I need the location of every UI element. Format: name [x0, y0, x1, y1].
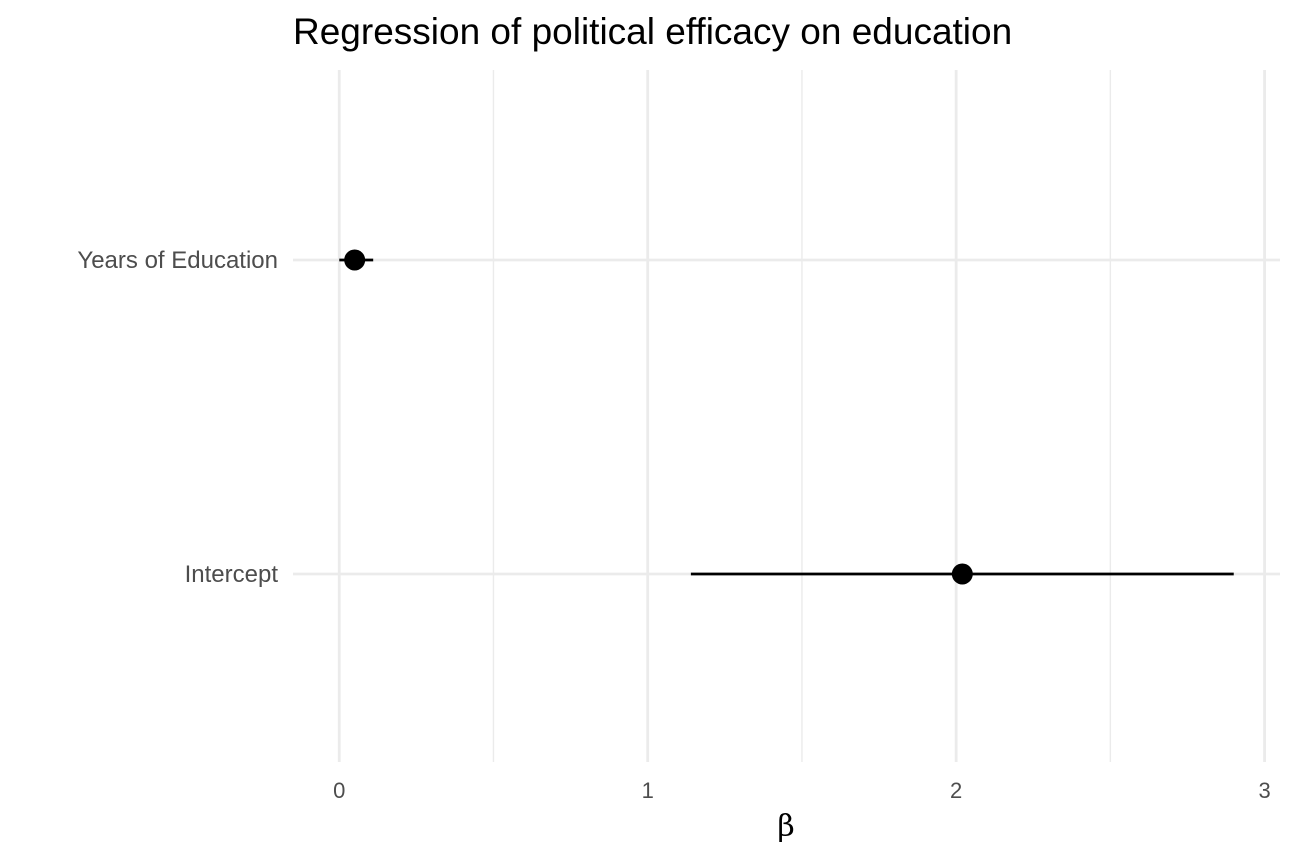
y-tick-label: Years of Education	[77, 247, 278, 274]
coefficient-point	[951, 563, 973, 585]
axis-layer: Years of Education Intercept 0 1 2 3	[77, 247, 1270, 803]
grid-layer	[293, 70, 1280, 762]
x-tick-label: 3	[1258, 778, 1270, 803]
x-tick-label: 2	[950, 778, 962, 803]
y-tick-label: Intercept	[185, 561, 279, 588]
coefficient-point	[344, 249, 366, 271]
chart-title: Regression of political efficacy on educ…	[293, 11, 1012, 52]
x-axis-label: β	[777, 809, 794, 844]
mark-layer	[339, 249, 1234, 585]
x-tick-label: 0	[333, 778, 345, 803]
x-tick-label: 1	[642, 778, 654, 803]
